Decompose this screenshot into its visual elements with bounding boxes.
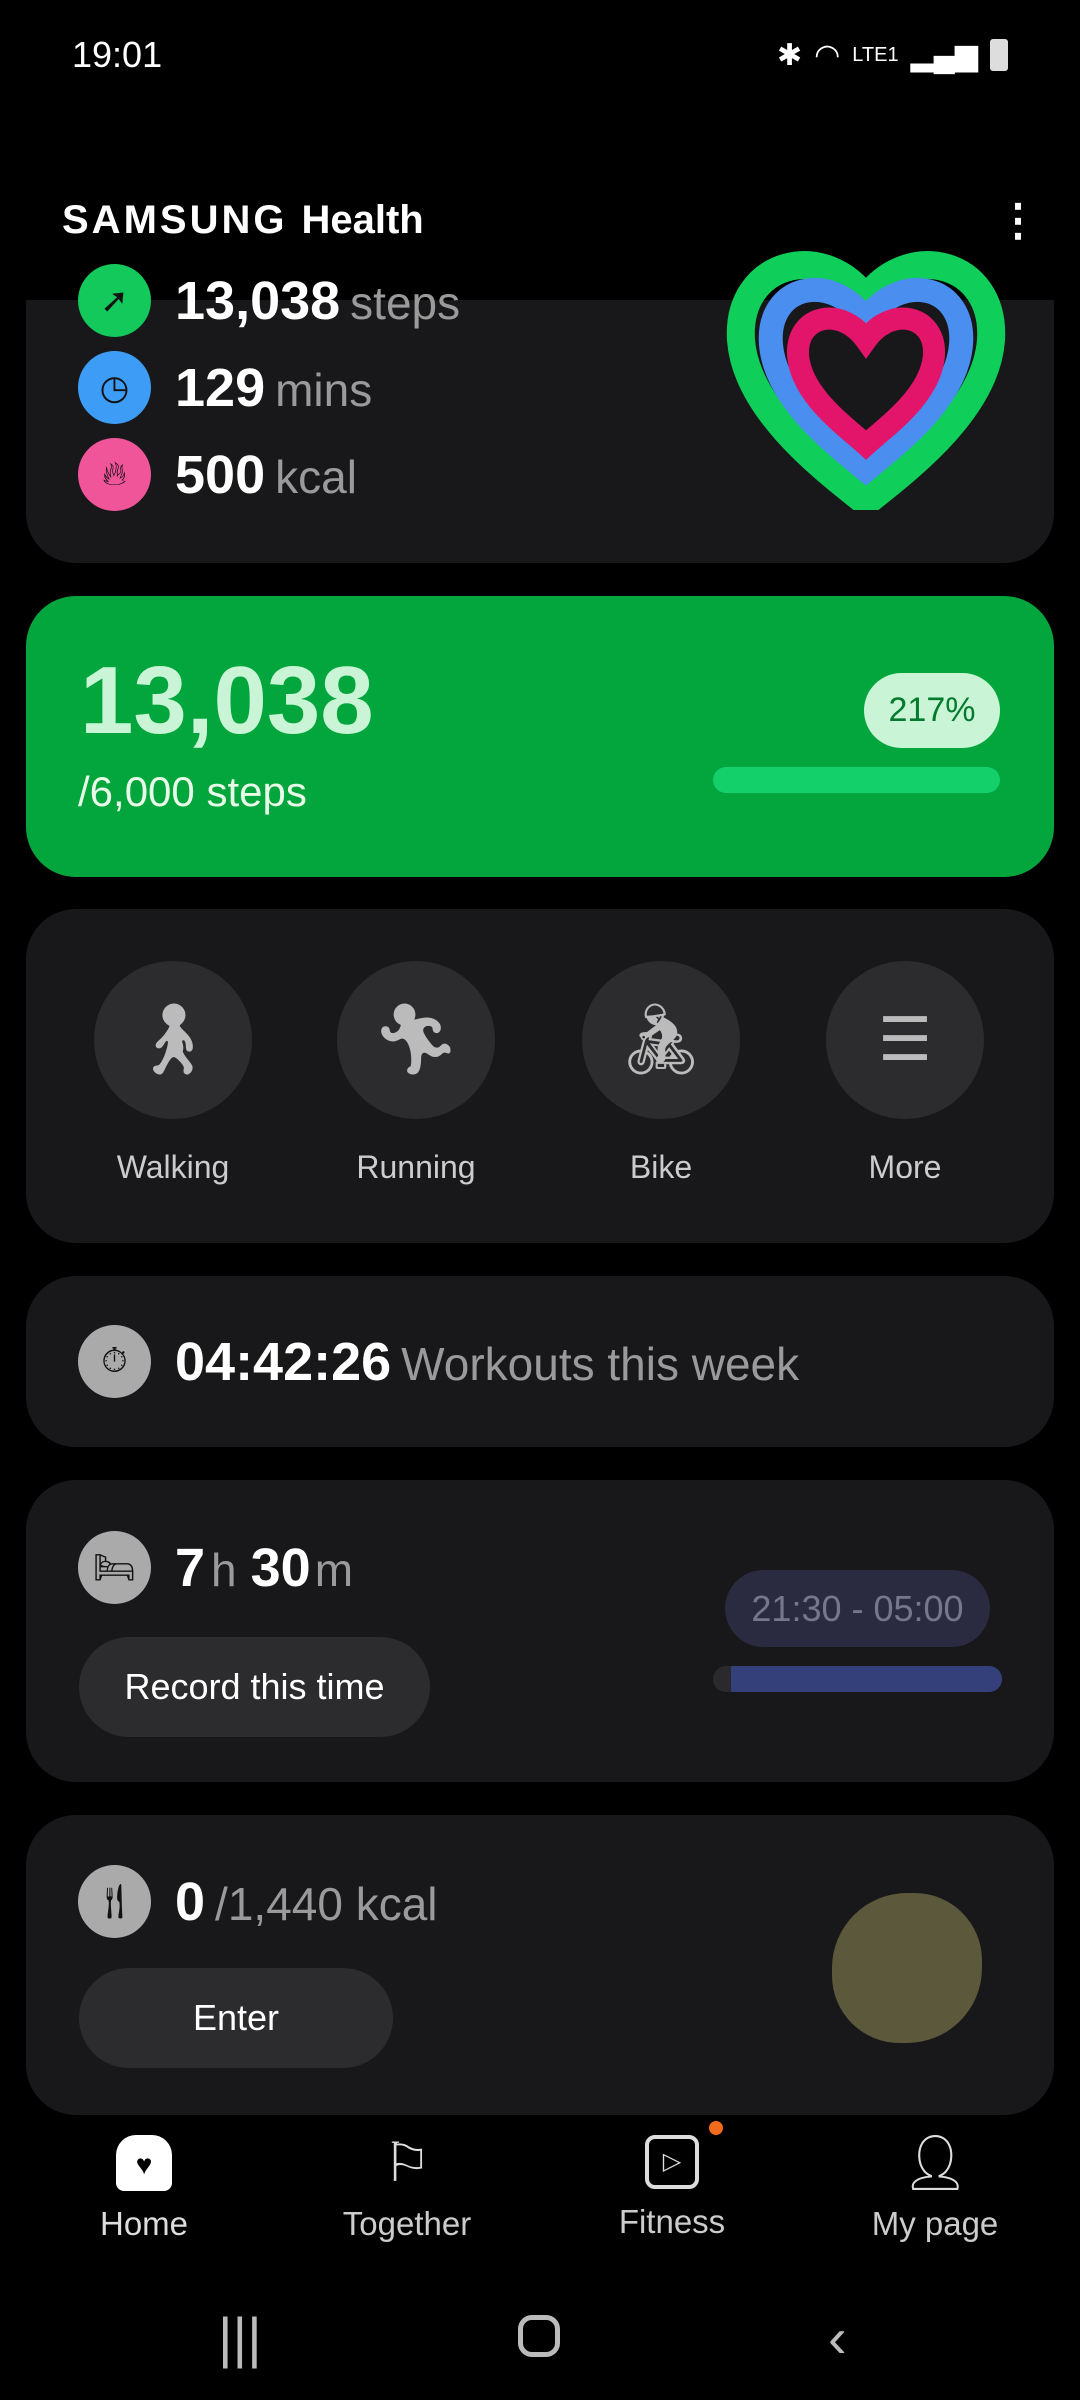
- exercise-walking[interactable]: 🚶︎ Walking: [53, 961, 293, 1186]
- activity-card[interactable]: ➚ 13,038 steps ◷ 129 mins 🔥︎ 500 kcal: [26, 251, 1054, 563]
- exercise-more[interactable]: ☰ More: [785, 961, 1025, 1186]
- network-label: LTE1: [852, 43, 899, 66]
- recents-button[interactable]: |||: [218, 2306, 262, 2369]
- steps-progress-bar: [713, 767, 1000, 793]
- nav-home[interactable]: ♥ Home: [9, 2135, 279, 2243]
- app-header: SAMSUNG Health ⋮: [62, 190, 1040, 250]
- workouts-card[interactable]: ⏱︎ 04:42:26 Workouts this week: [26, 1276, 1054, 1447]
- running-icon: 🏃︎: [337, 961, 495, 1119]
- app-title: SAMSUNG Health: [62, 197, 424, 242]
- flame-icon: 🔥︎: [78, 438, 151, 511]
- calendar-play-icon: ▷: [645, 2121, 723, 2189]
- exercise-running[interactable]: 🏃︎ Running: [296, 961, 536, 1186]
- exercise-card: 🚶︎ Walking 🏃︎ Running 🚴︎ Bike ☰ More: [26, 909, 1054, 1243]
- home-icon: ♥: [116, 2135, 172, 2191]
- bike-icon: 🚴︎: [582, 961, 740, 1119]
- walking-icon: 🚶︎: [94, 961, 252, 1119]
- flag-icon: ⚐: [382, 2133, 432, 2193]
- steps-card[interactable]: 13,038 /6,000 steps 217%: [26, 596, 1054, 877]
- clock: 19:01: [72, 34, 163, 75]
- nav-together[interactable]: ⚐ Together: [272, 2135, 542, 2243]
- status-bar: 19:01 ✱ ◠ LTE1 ▂▄▆: [72, 30, 1008, 80]
- more-vertical-icon[interactable]: ⋮: [996, 195, 1040, 245]
- lemon-icon: [832, 1893, 982, 2043]
- back-button[interactable]: ‹: [828, 2306, 847, 2369]
- exercise-bike[interactable]: 🚴︎ Bike: [541, 961, 781, 1186]
- home-button[interactable]: [518, 2315, 560, 2357]
- list-icon: ☰: [826, 961, 984, 1119]
- steps-value: 13,038: [80, 647, 374, 754]
- sleep-card[interactable]: 🛏︎ 7 h 30m Record this time 21:30 - 05:00: [26, 1480, 1054, 1782]
- person-icon: 👤︎: [900, 2133, 970, 2193]
- activity-heart-icon: [726, 251, 1006, 510]
- steps-goal: /6,000 steps: [78, 768, 307, 815]
- food-card[interactable]: 🍴︎ 0/1,440 kcal Enter: [26, 1815, 1054, 2115]
- nav-fitness[interactable]: ▷ Fitness: [537, 2121, 807, 2241]
- sleep-bar: [713, 1666, 1002, 1692]
- notification-dot: [709, 2121, 723, 2135]
- sleep-range-tooltip: 21:30 - 05:00: [725, 1570, 990, 1647]
- battery-icon: [990, 39, 1008, 71]
- wifi-icon: ◠: [814, 38, 841, 72]
- record-time-button[interactable]: Record this time: [79, 1637, 430, 1737]
- steps-progress-fill: [713, 767, 1000, 793]
- clock-icon: ◷: [78, 351, 151, 424]
- fork-spoon-icon: 🍴︎: [78, 1865, 151, 1938]
- steps-percent-badge: 217%: [864, 673, 1000, 748]
- bed-icon: 🛏︎: [78, 1531, 151, 1604]
- enter-food-button[interactable]: Enter: [79, 1968, 393, 2068]
- signal-icon: ▂▄▆: [910, 38, 978, 72]
- status-icons: ✱ ◠ LTE1 ▂▄▆: [777, 38, 1008, 73]
- bluetooth-icon: ✱: [776, 38, 803, 72]
- nav-my-page[interactable]: 👤︎ My page: [800, 2135, 1070, 2243]
- stopwatch-icon: ⏱︎: [78, 1325, 151, 1398]
- steps-icon: ➚: [78, 264, 151, 337]
